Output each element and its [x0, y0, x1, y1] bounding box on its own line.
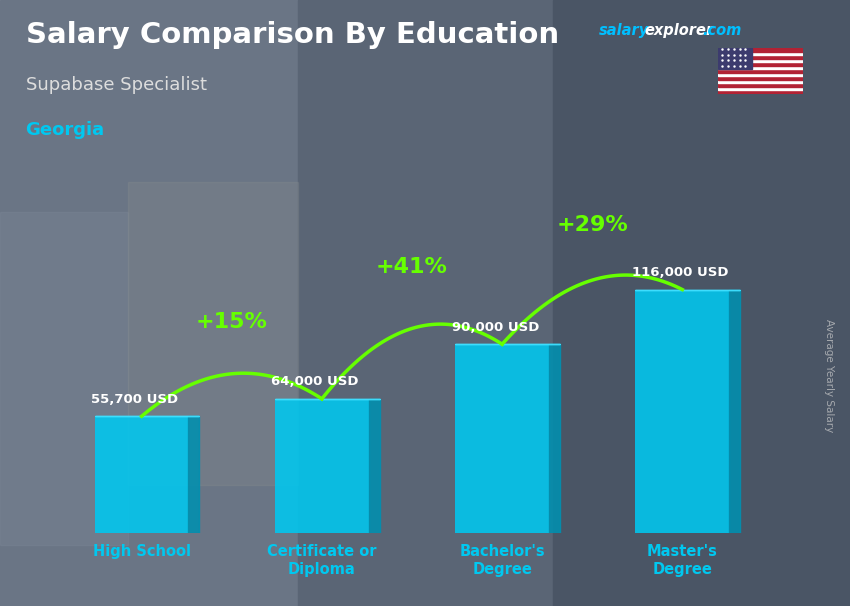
Text: +15%: +15%: [196, 311, 268, 331]
Bar: [552, 0, 850, 606]
Bar: [718, 84, 803, 87]
Text: Georgia: Georgia: [26, 121, 105, 139]
Text: Average Yearly Salary: Average Yearly Salary: [824, 319, 834, 432]
Bar: [456, 344, 549, 533]
Text: 116,000 USD: 116,000 USD: [632, 266, 728, 279]
Bar: [718, 70, 803, 73]
Bar: [718, 52, 803, 56]
Bar: [718, 87, 803, 90]
Text: 55,700 USD: 55,700 USD: [91, 393, 178, 406]
Bar: [718, 66, 803, 70]
Bar: [718, 76, 803, 80]
Bar: [718, 90, 803, 94]
Bar: [718, 56, 803, 59]
Bar: [0, 0, 298, 606]
Bar: [718, 48, 752, 70]
Bar: [0, 212, 128, 545]
Bar: [718, 59, 803, 62]
Text: .com: .com: [702, 23, 741, 38]
Bar: [298, 0, 552, 606]
Bar: [636, 290, 729, 533]
Polygon shape: [549, 344, 560, 533]
Text: 90,000 USD: 90,000 USD: [451, 321, 539, 334]
Bar: [275, 399, 369, 533]
Bar: [718, 62, 803, 66]
Text: +29%: +29%: [557, 215, 628, 235]
Text: explorer: explorer: [644, 23, 713, 38]
Text: Salary Comparison By Education: Salary Comparison By Education: [26, 21, 558, 49]
Bar: [718, 80, 803, 84]
Bar: [94, 416, 189, 533]
Text: +41%: +41%: [376, 257, 448, 277]
Bar: [128, 182, 298, 485]
Bar: [718, 48, 803, 52]
Polygon shape: [729, 290, 740, 533]
Text: 64,000 USD: 64,000 USD: [271, 375, 359, 388]
Text: Supabase Specialist: Supabase Specialist: [26, 76, 207, 94]
Bar: [718, 73, 803, 76]
Polygon shape: [369, 399, 380, 533]
Text: salary: salary: [599, 23, 649, 38]
Polygon shape: [189, 416, 199, 533]
